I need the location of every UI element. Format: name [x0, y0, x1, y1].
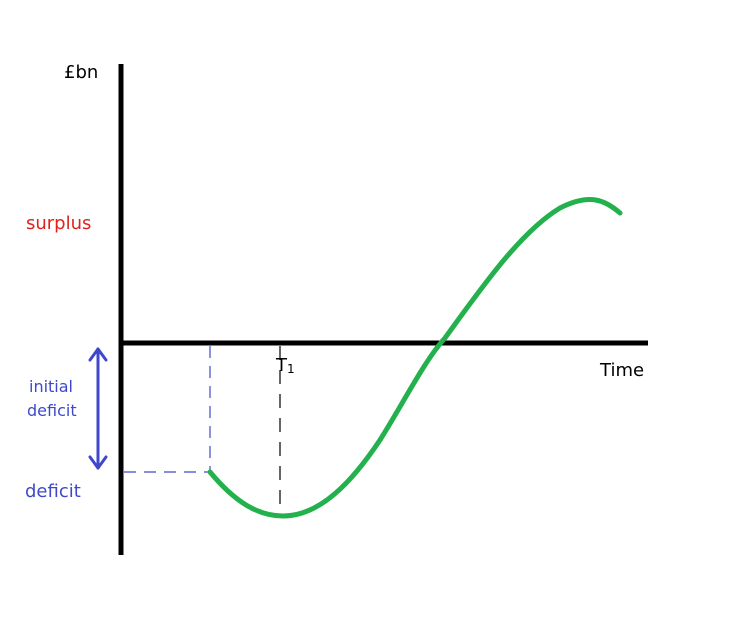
x-axis-label: Time [599, 360, 644, 381]
deficit-label: deficit [25, 481, 81, 502]
initial-deficit-label-line2: deficit [27, 401, 77, 420]
t1-label-subscript: 1 [287, 362, 295, 376]
initial-deficit-arrow [88, 347, 108, 470]
budget-balance-curve [207, 197, 623, 519]
surplus-label: surplus [26, 213, 91, 234]
t1-label: T1 [275, 355, 295, 376]
y-axis-label: £bn [64, 62, 98, 83]
initial-deficit-label-line1: initial [29, 377, 73, 396]
t1-label-main: T [275, 355, 288, 376]
